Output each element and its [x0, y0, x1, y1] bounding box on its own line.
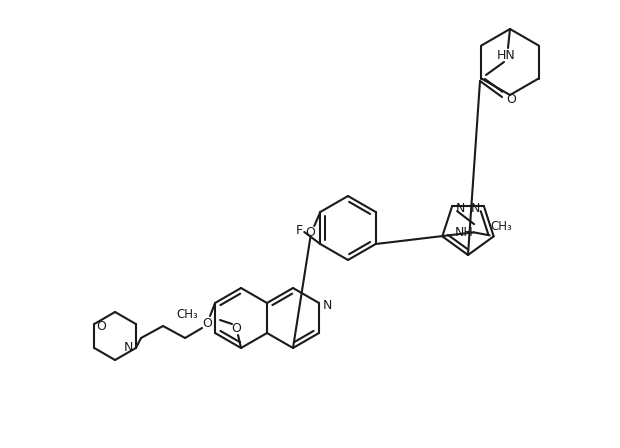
- Text: N: N: [471, 202, 480, 215]
- Text: N: N: [124, 340, 133, 353]
- Text: CH₃: CH₃: [176, 307, 198, 320]
- Text: CH₃: CH₃: [490, 220, 512, 233]
- Text: O: O: [231, 322, 241, 335]
- Text: O: O: [96, 319, 106, 332]
- Text: O: O: [305, 225, 315, 238]
- Text: F: F: [296, 224, 303, 237]
- Text: NH: NH: [454, 226, 473, 239]
- Text: N: N: [322, 298, 332, 311]
- Text: N: N: [456, 202, 465, 215]
- Text: HN: HN: [497, 48, 515, 61]
- Text: O: O: [506, 92, 516, 105]
- Text: O: O: [202, 316, 212, 329]
